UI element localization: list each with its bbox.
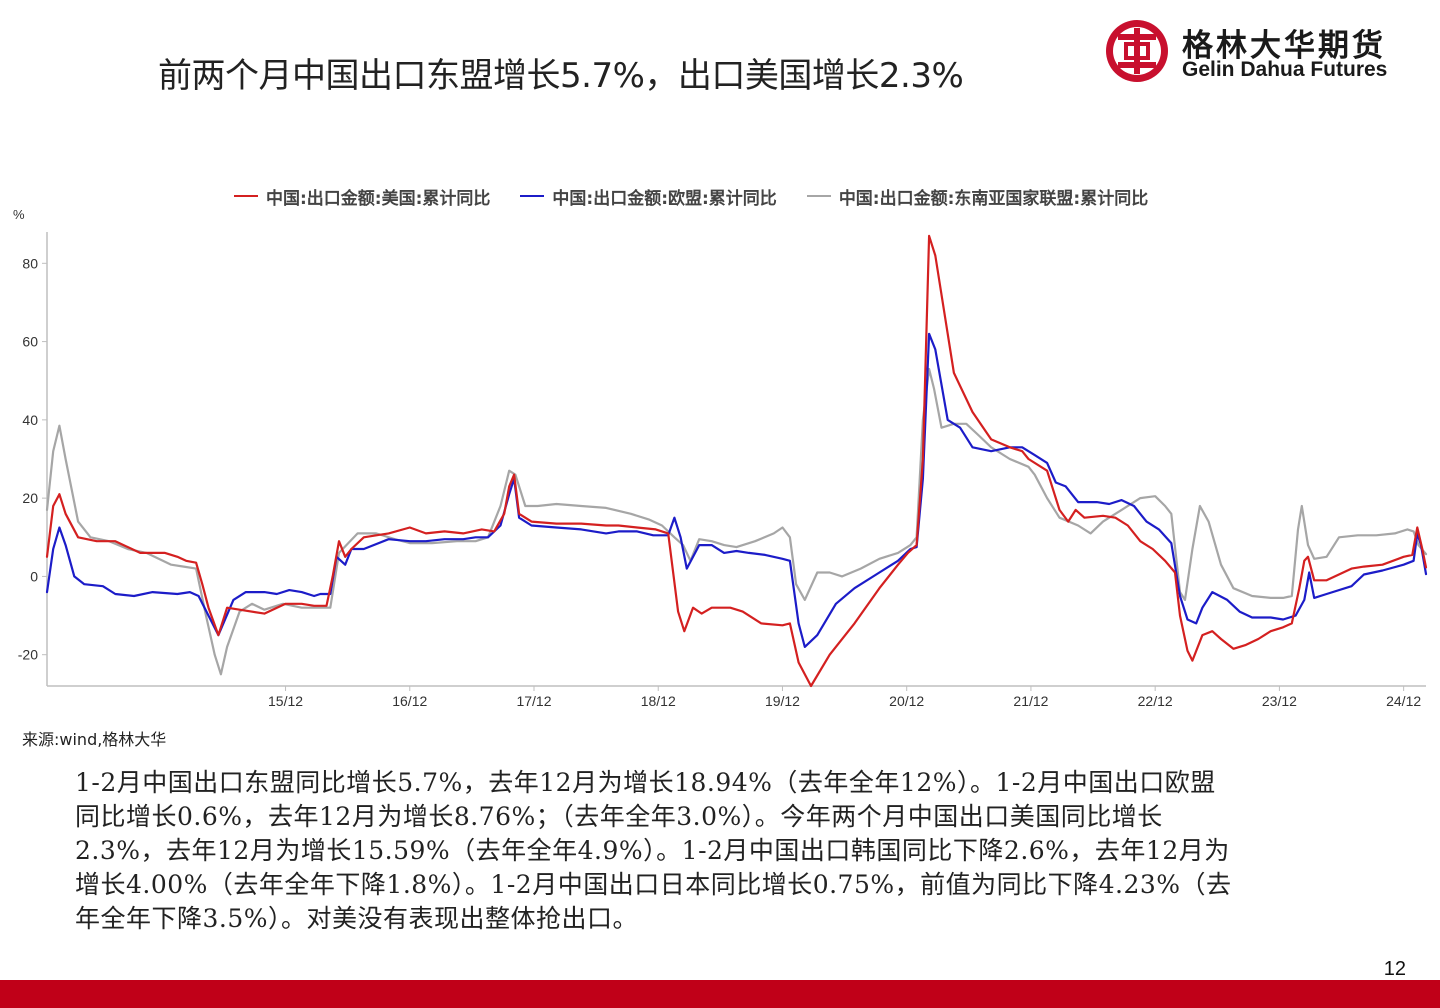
y-tick-label: 20 (22, 490, 38, 506)
x-tick-label: 17/12 (516, 693, 551, 709)
legend-label-eu: 中国:出口金额:欧盟:累计同比 (552, 188, 777, 209)
y-tick-label: 80 (22, 255, 38, 271)
chart-legend: 中国:出口金额:美国:累计同比 中国:出口金额:欧盟:累计同比 中国:出口金额:… (234, 184, 1178, 209)
commentary-line: 1-2月中国出口东盟同比增长5.7%，去年12月为增长18.94%（去年全年12… (75, 768, 1216, 797)
logo-chinese-name: 格林大华期货 (1182, 28, 1386, 64)
y-tick-label: 0 (30, 568, 38, 584)
source-note: 来源:wind,格林大华 (22, 730, 167, 749)
commentary-text: 1-2月中国出口东盟同比增长5.7%，去年12月为增长18.94%（去年全年12… (75, 766, 1375, 936)
commentary-line: 增长4.00%（去年全年下降1.8%）。1-2月中国出口日本同比增长0.75%，… (75, 870, 1232, 899)
x-tick-label: 24/12 (1386, 693, 1421, 709)
x-tick-label: 23/12 (1262, 693, 1297, 709)
legend-label-us: 中国:出口金额:美国:累计同比 (266, 188, 491, 209)
x-tick-label: 22/12 (1138, 693, 1173, 709)
x-tick-label: 16/12 (392, 693, 427, 709)
series-line-eu (45, 332, 1428, 648)
commentary-line: 同比增长0.6%，去年12月为增长8.76%；（去年全年3.0%）。今年两个月中… (75, 802, 1163, 831)
legend-swatch-eu (520, 195, 545, 197)
logo-emblem-icon (1106, 20, 1168, 82)
legend-item-asean: 中国:出口金额:东南亚国家联盟:累计同比 (806, 184, 1149, 209)
y-tick-label: -20 (18, 647, 38, 663)
commentary-line: 年全年下降3.5%）。对美没有表现出整体抢出口。 (75, 904, 639, 933)
y-tick-label: 40 (22, 412, 38, 428)
x-tick-label: 15/12 (268, 693, 303, 709)
x-tick-label: 19/12 (765, 693, 800, 709)
x-tick-label: 21/12 (1013, 693, 1048, 709)
x-tick-label: 18/12 (641, 693, 676, 709)
legend-item-eu: 中国:出口金额:欧盟:累计同比 (520, 184, 777, 209)
page-number: 12 (1383, 958, 1406, 980)
page-title: 前两个月中国出口东盟增长5.7%，出口美国增长2.3% (158, 56, 964, 96)
legend-item-us: 中国:出口金额:美国:累计同比 (234, 184, 490, 209)
y-tick-label: 60 (22, 334, 38, 350)
series-line-asean (45, 367, 1428, 676)
logo-english-name: Gelin Dahua Futures (1182, 58, 1388, 81)
x-tick-label: 20/12 (889, 693, 924, 709)
legend-swatch-asean (806, 195, 831, 197)
commentary-line: 2.3%，去年12月为增长15.59%（去年全年4.9%）。1-2月中国出口韩国… (75, 836, 1230, 865)
line-chart: % -20 0 20 40 60 80 15/12 16/12 17/12 18/12 19/12 20… (13, 207, 1428, 709)
footer-bar (0, 980, 1440, 1008)
series-line-us (45, 234, 1428, 688)
company-logo: 格林大华期货 Gelin Dahua Futures (1104, 18, 1414, 90)
legend-swatch-us (234, 195, 258, 197)
y-axis-unit-label: % (13, 207, 25, 222)
legend-label-asean: 中国:出口金额:东南亚国家联盟:累计同比 (838, 188, 1149, 209)
